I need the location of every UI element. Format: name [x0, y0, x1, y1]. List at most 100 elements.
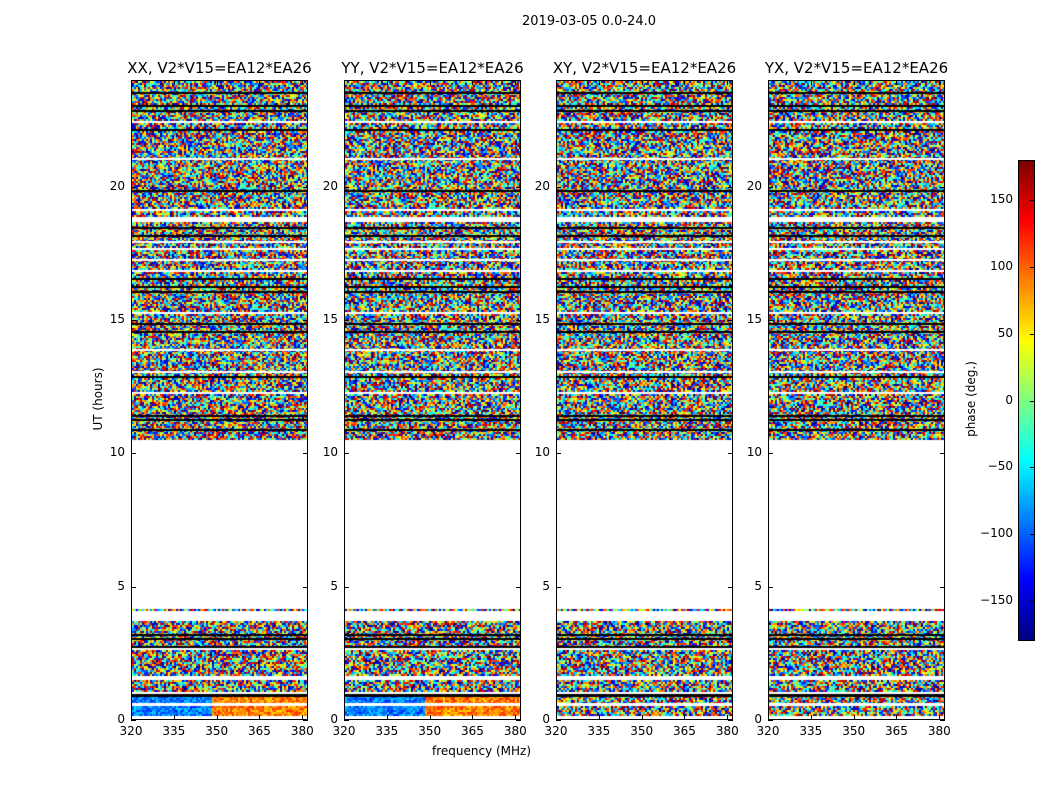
y-tick-mark [768, 320, 773, 321]
x-tick-mark [344, 80, 345, 85]
x-tick-label: 320 [756, 724, 780, 738]
y-tick-label: 0 [754, 712, 762, 726]
x-tick-mark [173, 715, 175, 720]
x-tick-mark [386, 715, 388, 720]
x-tick-label: 380 [290, 724, 314, 738]
y-tick-mark [303, 453, 308, 455]
x-tick-mark [810, 715, 812, 720]
y-tick-mark [768, 186, 773, 188]
x-tick-label: 335 [799, 724, 823, 738]
y-tick-mark [516, 720, 521, 721]
colorbar-tick-mark [1030, 600, 1034, 602]
y-tick-label: 5 [754, 578, 762, 593]
colorbar-tick-label: 0 [1005, 392, 1013, 407]
y-tick-label: 20 [746, 178, 762, 193]
x-tick-mark [429, 715, 431, 720]
colorbar-tick-mark [1030, 333, 1034, 335]
x-tick-label: 365 [248, 724, 271, 738]
x-tick-mark [598, 80, 600, 85]
y-tick-label: 10 [109, 445, 125, 460]
y-tick-label: 15 [534, 312, 550, 326]
colorbar-tick-mark [1030, 400, 1034, 402]
x-tick-mark [429, 80, 431, 85]
colorbar-tick-mark [1030, 266, 1034, 268]
y-tick-mark [940, 320, 945, 321]
waterfall-panel-0 [131, 80, 308, 720]
waterfall-panel-1 [344, 80, 521, 720]
colorbar-tick-label: −50 [987, 459, 1013, 474]
x-tick-mark [259, 715, 261, 720]
y-tick-mark [344, 720, 349, 721]
colorbar-tick-mark [1030, 467, 1034, 469]
y-tick-mark [728, 720, 733, 721]
x-tick-mark [472, 80, 474, 85]
colorbar-tick-label: −150 [980, 592, 1013, 607]
y-tick-mark [303, 186, 308, 188]
x-tick-mark [727, 80, 729, 85]
x-tick-label: 365 [885, 724, 908, 738]
x-tick-mark [386, 80, 388, 85]
x-tick-mark [684, 80, 686, 85]
colorbar [1018, 160, 1035, 641]
x-tick-mark [131, 715, 132, 720]
y-tick-mark [131, 453, 136, 455]
x-tick-mark [173, 80, 175, 85]
y-tick-mark [940, 186, 945, 188]
y-tick-label: 15 [322, 312, 338, 326]
y-tick-mark [303, 586, 308, 588]
y-tick-mark [131, 720, 136, 721]
x-tick-label: 380 [503, 724, 527, 738]
y-tick-mark [940, 453, 945, 455]
x-tick-mark [939, 715, 941, 720]
x-tick-mark [684, 715, 686, 720]
colorbar-tick-label: 150 [990, 192, 1013, 207]
y-tick-label: 5 [117, 578, 125, 593]
x-tick-mark [768, 715, 769, 720]
y-tick-mark [344, 453, 349, 455]
x-tick-label: 320 [332, 724, 356, 738]
y-tick-mark [728, 586, 733, 588]
colorbar-tick-label: 100 [990, 258, 1013, 273]
y-tick-label: 0 [117, 712, 125, 726]
y-tick-mark [303, 720, 308, 721]
y-tick-label: 10 [746, 445, 762, 460]
phase-heatmap [557, 81, 732, 719]
colorbar-gradient [1019, 161, 1034, 640]
y-tick-mark [556, 720, 561, 721]
x-tick-label: 350 [205, 724, 229, 738]
x-tick-mark [598, 715, 600, 720]
x-tick-mark [810, 80, 812, 85]
y-tick-mark [556, 186, 561, 188]
x-tick-mark [216, 715, 218, 720]
x-tick-label: 335 [587, 724, 611, 738]
x-tick-mark [853, 80, 855, 85]
x-tick-mark [131, 80, 132, 85]
x-tick-label: 320 [119, 724, 143, 738]
x-tick-mark [768, 80, 769, 85]
waterfall-panel-2 [556, 80, 733, 720]
x-tick-mark [216, 80, 218, 85]
y-tick-label: 5 [542, 578, 550, 593]
x-tick-mark [641, 80, 643, 85]
panel-title: YX, V2*V15=EA12*EA26 [764, 59, 949, 77]
y-tick-mark [768, 586, 773, 588]
colorbar-tick-mark [1030, 200, 1034, 202]
colorbar-tick-label: 50 [997, 325, 1013, 340]
y-tick-mark [556, 320, 561, 321]
y-tick-mark [344, 320, 349, 321]
y-tick-label: 10 [322, 445, 338, 460]
phase-heatmap [345, 81, 520, 719]
x-tick-mark [302, 715, 304, 720]
y-tick-mark [556, 453, 561, 455]
panel-title: XX, V2*V15=EA12*EA26 [127, 59, 312, 77]
y-tick-mark [516, 453, 521, 455]
colorbar-tick-label: −100 [980, 526, 1013, 541]
x-tick-mark [302, 80, 304, 85]
y-tick-mark [768, 453, 773, 455]
y-tick-label: 20 [109, 178, 125, 193]
y-tick-mark [303, 320, 308, 321]
y-tick-mark [728, 320, 733, 321]
x-tick-mark [727, 715, 729, 720]
y-tick-mark [556, 586, 561, 588]
